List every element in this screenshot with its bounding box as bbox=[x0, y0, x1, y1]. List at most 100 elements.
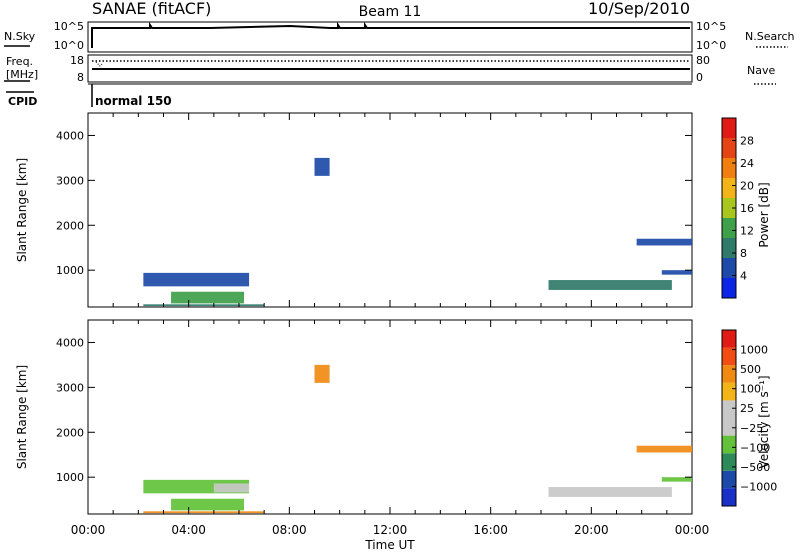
nave-tick-low: 0 bbox=[696, 71, 703, 84]
freq-panel: Freq. [MHz] 18 8 80 0 Nave bbox=[4, 54, 776, 85]
power-colorbar-label: Power [dB] bbox=[757, 182, 771, 247]
colorbar-swatch bbox=[722, 382, 736, 401]
velocity-xlabel: Time UT bbox=[364, 538, 415, 552]
nsky-label: N.Sky bbox=[4, 30, 36, 43]
velocity-marks bbox=[143, 364, 692, 514]
velocity-xticks: 00:00 04:00 08:00 12:00 16:00 20:00 00:00 bbox=[71, 523, 710, 537]
y-tick-label: 4000 bbox=[56, 336, 84, 349]
station-title: SANAE (fitACF) bbox=[92, 0, 211, 18]
x-tick-label: 00:00 bbox=[675, 523, 710, 537]
colorbar-swatch bbox=[722, 138, 736, 158]
data-region bbox=[636, 445, 692, 453]
freq-label: Freq. bbox=[6, 55, 33, 68]
cpid-strip: CPID normal 150 bbox=[6, 83, 692, 108]
data-region bbox=[314, 157, 330, 176]
colorbar-swatch bbox=[722, 258, 736, 278]
x-tick-label: 16:00 bbox=[473, 523, 508, 537]
freq-frame bbox=[87, 54, 693, 83]
colorbar-frame bbox=[721, 329, 737, 507]
x-tick-label: 20:00 bbox=[574, 523, 609, 537]
colorbar-tick-label: 24 bbox=[740, 157, 754, 170]
colorbar-tick-label: −500 bbox=[740, 461, 770, 474]
velocity-panel: 1000 2000 3000 4000 00:00 04:00 08:00 12:00 16:… bbox=[15, 319, 777, 552]
colorbar-tick-label: 8 bbox=[740, 247, 747, 260]
x-tick-label: 04:00 bbox=[171, 523, 206, 537]
colorbar-swatch bbox=[722, 278, 736, 298]
y-tick-label: 2000 bbox=[56, 219, 84, 232]
data-region bbox=[171, 498, 245, 511]
freq-tick-low: 8 bbox=[77, 71, 84, 84]
colorbar-tick-label: 20 bbox=[740, 180, 754, 193]
power-panel: 1000 2000 3000 4000 Slant Range [km] 4 8 12 16… bbox=[15, 112, 771, 308]
colorbar-swatch bbox=[722, 365, 736, 383]
colorbar-tick-label: 4 bbox=[740, 270, 747, 283]
cpid-label: CPID bbox=[8, 95, 37, 108]
colorbar-swatch bbox=[722, 330, 736, 348]
data-region bbox=[143, 304, 265, 307]
nsky-tick-high: 10^5 bbox=[54, 20, 84, 33]
nave-startup-line bbox=[95, 61, 104, 67]
freq-tick-high: 18 bbox=[70, 54, 84, 67]
data-region bbox=[213, 483, 250, 493]
date-title: 10/Sep/2010 bbox=[588, 0, 690, 18]
beam-title: Beam 11 bbox=[359, 4, 422, 20]
nave-tick-high: 80 bbox=[696, 54, 710, 67]
colorbar-tick-label: 25 bbox=[740, 402, 754, 415]
data-region bbox=[314, 364, 330, 383]
y-tick-label: 3000 bbox=[56, 174, 84, 187]
data-region bbox=[661, 270, 692, 275]
colorbar-tick-label: 100 bbox=[740, 383, 761, 396]
data-region bbox=[548, 280, 672, 290]
colorbar-swatch bbox=[722, 347, 736, 366]
colorbar-tick-label: 12 bbox=[740, 225, 754, 238]
colorbar-swatch bbox=[722, 470, 736, 489]
velocity-colorbar-label: Velocity [m s⁻¹] bbox=[757, 375, 771, 468]
power-marks bbox=[143, 157, 692, 307]
nsky-line bbox=[91, 21, 690, 48]
colorbar-swatch bbox=[722, 453, 736, 471]
data-region bbox=[143, 511, 265, 514]
y-tick-label: 3000 bbox=[56, 381, 84, 394]
y-tick-label: 2000 bbox=[56, 426, 84, 439]
data-region bbox=[171, 291, 245, 304]
freq-unit-label: [MHz] bbox=[6, 68, 38, 81]
nsearch-tick-high: 10^5 bbox=[696, 20, 726, 33]
colorbar-swatch bbox=[722, 178, 736, 198]
nsky-frame bbox=[87, 21, 693, 53]
nsearch-tick-low: 10^0 bbox=[696, 39, 726, 52]
velocity-colorbar: 1000 500 100 25 −25 −100 −500 −1000 bbox=[721, 329, 777, 507]
colorbar-tick-label: 16 bbox=[740, 202, 754, 215]
power-ylabel: Slant Range [km] bbox=[15, 158, 29, 262]
velocity-yticks: 1000 2000 3000 4000 bbox=[56, 320, 693, 514]
data-region bbox=[661, 477, 692, 482]
data-region bbox=[548, 487, 672, 497]
colorbar-tick-label: −25 bbox=[740, 422, 763, 435]
colorbar-swatch bbox=[722, 418, 736, 436]
colorbar-tick-label: −1000 bbox=[740, 480, 777, 493]
colorbar-swatch bbox=[722, 400, 736, 418]
nsky-tick-low: 10^0 bbox=[54, 39, 84, 52]
colorbar-tick-label: −100 bbox=[740, 441, 770, 454]
nsky-panel: N.Sky 10^5 10^0 10^5 10^0 N.Search bbox=[4, 20, 795, 53]
x-tick-label: 12:00 bbox=[373, 523, 408, 537]
colorbar-swatch bbox=[722, 488, 736, 506]
colorbar-swatch bbox=[722, 435, 736, 454]
power-colorbar: 4 8 12 16 20 24 28 bbox=[721, 117, 754, 299]
colorbar-swatch bbox=[722, 118, 736, 138]
colorbar-swatch bbox=[722, 218, 736, 238]
colorbar-swatch bbox=[722, 158, 736, 178]
colorbar-swatch bbox=[722, 198, 736, 218]
colorbar-tick-label: 1000 bbox=[740, 344, 768, 357]
colorbar-tick-label: 28 bbox=[740, 135, 754, 148]
nsearch-label: N.Search bbox=[745, 30, 795, 43]
colorbar-swatch bbox=[722, 238, 736, 258]
cpid-value: normal 150 bbox=[95, 94, 172, 108]
data-region bbox=[143, 272, 250, 287]
y-tick-label: 1000 bbox=[56, 471, 84, 484]
data-region bbox=[636, 238, 692, 246]
x-tick-label: 08:00 bbox=[272, 523, 307, 537]
power-yticks: 1000 2000 3000 4000 bbox=[56, 113, 693, 307]
velocity-ylabel: Slant Range [km] bbox=[15, 365, 29, 469]
y-tick-label: 4000 bbox=[56, 129, 84, 142]
